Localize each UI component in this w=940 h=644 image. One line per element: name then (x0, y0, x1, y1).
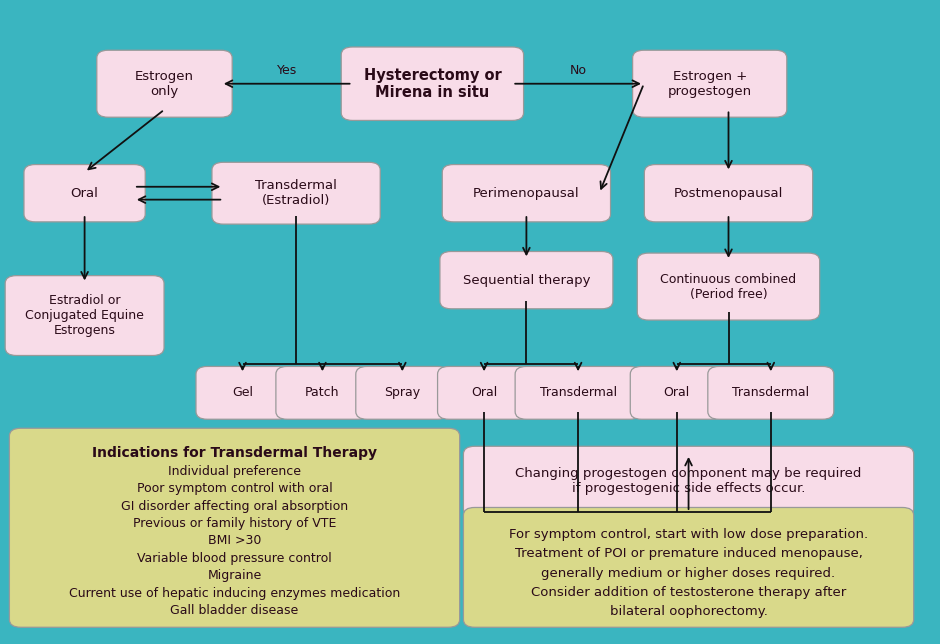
Text: Transdermal
(Estradiol): Transdermal (Estradiol) (255, 179, 337, 207)
FancyBboxPatch shape (645, 165, 812, 222)
Text: Treatment of POI or premature induced menopause,: Treatment of POI or premature induced me… (514, 547, 863, 560)
FancyBboxPatch shape (196, 366, 290, 419)
FancyBboxPatch shape (440, 252, 613, 309)
Text: Oral: Oral (471, 386, 497, 399)
Text: Transdermal: Transdermal (540, 386, 617, 399)
Text: generally medium or higher doses required.: generally medium or higher doses require… (541, 567, 836, 580)
FancyBboxPatch shape (708, 366, 834, 419)
Text: Continuous combined
(Period free): Continuous combined (Period free) (661, 272, 796, 301)
Text: Transdermal: Transdermal (732, 386, 809, 399)
Text: bilateral oophorectomy.: bilateral oophorectomy. (610, 605, 767, 618)
Text: Perimenopausal: Perimenopausal (473, 187, 580, 200)
Text: Previous or family history of VTE: Previous or family history of VTE (133, 517, 337, 530)
Text: Individual preference: Individual preference (168, 465, 301, 478)
Text: Poor symptom control with oral: Poor symptom control with oral (136, 482, 333, 495)
Text: Variable blood pressure control: Variable blood pressure control (137, 552, 332, 565)
FancyBboxPatch shape (637, 253, 820, 320)
FancyBboxPatch shape (6, 276, 164, 355)
FancyBboxPatch shape (630, 366, 724, 419)
Text: Migraine: Migraine (208, 569, 261, 582)
Text: No: No (570, 64, 587, 77)
Text: BMI >30: BMI >30 (208, 535, 261, 547)
Text: Postmenopausal: Postmenopausal (674, 187, 783, 200)
FancyBboxPatch shape (633, 50, 787, 117)
FancyBboxPatch shape (341, 47, 524, 120)
Text: Current use of hepatic inducing enzymes medication: Current use of hepatic inducing enzymes … (69, 587, 400, 600)
FancyBboxPatch shape (463, 507, 914, 627)
Text: Patch: Patch (306, 386, 339, 399)
Text: For symptom control, start with low dose preparation.: For symptom control, start with low dose… (509, 528, 869, 541)
Text: Oral: Oral (70, 187, 99, 200)
FancyBboxPatch shape (276, 366, 369, 419)
FancyBboxPatch shape (515, 366, 641, 419)
Text: Gall bladder disease: Gall bladder disease (170, 604, 299, 617)
Text: Indications for Transdermal Therapy: Indications for Transdermal Therapy (92, 446, 377, 460)
Text: Spray: Spray (384, 386, 420, 399)
Text: Estrogen
only: Estrogen only (135, 70, 194, 98)
FancyBboxPatch shape (24, 165, 145, 222)
Text: Gel: Gel (232, 386, 253, 399)
Text: Sequential therapy: Sequential therapy (462, 274, 590, 287)
FancyBboxPatch shape (438, 366, 530, 419)
FancyBboxPatch shape (212, 162, 380, 224)
Text: GI disorder affecting oral absorption: GI disorder affecting oral absorption (121, 500, 348, 513)
Text: Estrogen +
progestogen: Estrogen + progestogen (667, 70, 752, 98)
Text: Estradiol or
Conjugated Equine
Estrogens: Estradiol or Conjugated Equine Estrogens (25, 294, 144, 337)
FancyBboxPatch shape (463, 446, 914, 516)
Text: Yes: Yes (276, 64, 297, 77)
Text: Consider addition of testosterone therapy after: Consider addition of testosterone therap… (531, 586, 846, 599)
Text: Oral: Oral (664, 386, 690, 399)
FancyBboxPatch shape (97, 50, 232, 117)
Text: Changing progestogen component may be required
if progestogenic side effects occ: Changing progestogen component may be re… (515, 468, 862, 495)
FancyBboxPatch shape (443, 165, 611, 222)
FancyBboxPatch shape (9, 428, 460, 627)
FancyBboxPatch shape (355, 366, 449, 419)
Text: Hysterectomy or
Mirena in situ: Hysterectomy or Mirena in situ (364, 68, 501, 100)
